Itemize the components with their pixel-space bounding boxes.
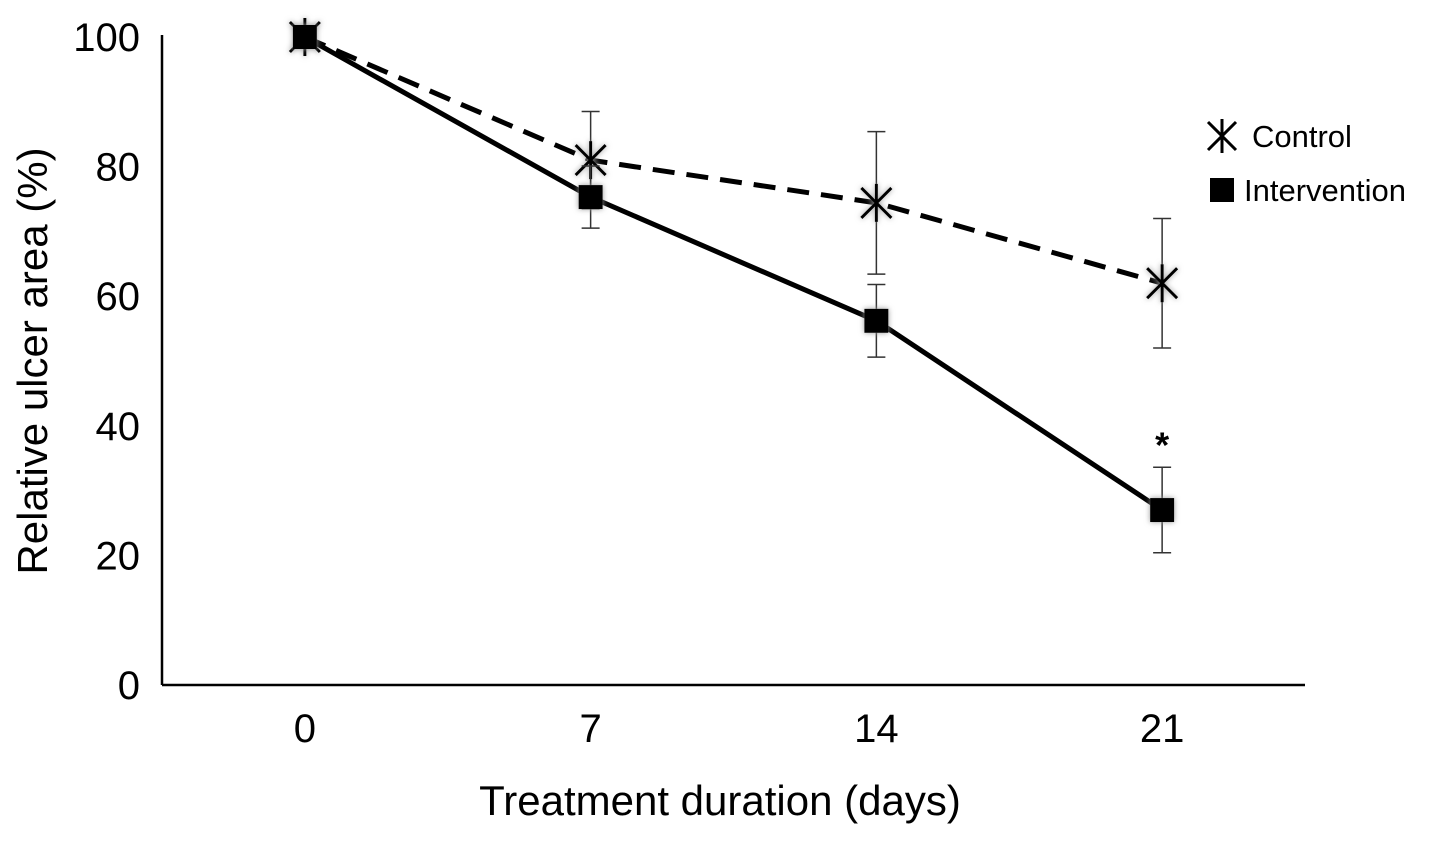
series-intervention [292,25,1175,554]
axes [160,35,1305,687]
legend-control-label: Control [1252,119,1352,154]
y-axis-label: Relative ulcer area (%) [9,147,56,574]
x-tick-label: 14 [854,707,899,751]
legend: Control Intervention [1206,119,1406,208]
legend-control-marker [1206,119,1238,153]
legend-intervention-marker [1210,178,1234,202]
y-tick-label: 80 [96,146,141,190]
y-tick-label: 0 [118,664,140,708]
data-point-square [578,185,603,210]
x-tick-label: 21 [1140,707,1185,751]
data-point-asterisk [860,183,893,222]
y-tick-label: 40 [96,405,141,449]
series-line [303,34,1163,286]
data-point-square [1150,498,1175,523]
significance-annotation: * [1155,424,1169,465]
x-tick-label: 0 [294,707,316,751]
data-point-square [292,25,317,49]
legend-intervention-label: Intervention [1244,173,1406,208]
series-line [303,34,1164,513]
x-tick-label: 7 [580,707,602,751]
y-tick-label: 100 [73,16,140,60]
series-control [288,18,1179,349]
data-point-asterisk [1146,264,1179,303]
y-tick-labels: 0 20 40 60 80 100 [73,16,140,708]
y-tick-label: 60 [96,275,141,319]
data-point-square [864,308,889,333]
y-tick-label: 20 [96,534,141,578]
x-tick-labels: 0 7 14 21 [294,707,1185,751]
series-group: * [288,18,1179,554]
x-axis-label: Treatment duration (days) [479,777,961,824]
